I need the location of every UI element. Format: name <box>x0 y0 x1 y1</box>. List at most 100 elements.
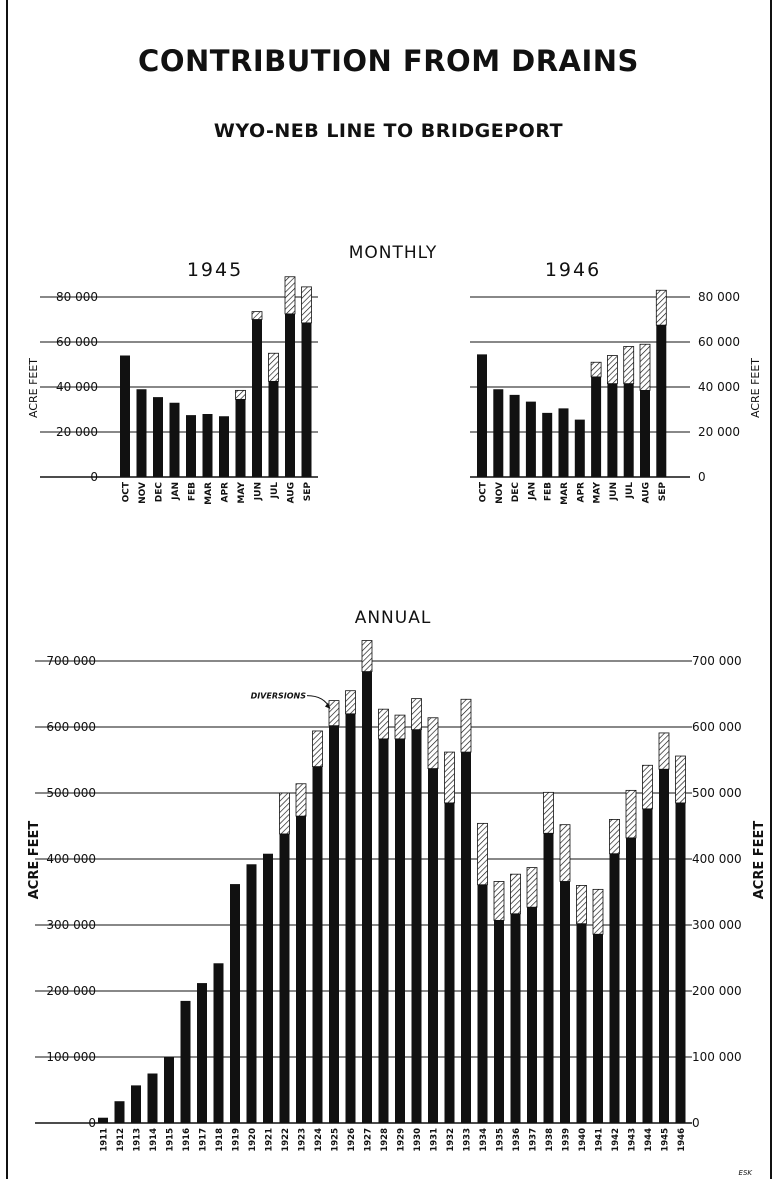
annual-x-tick-label-1930: 1930 <box>413 1128 423 1152</box>
annual-bar-1921 <box>263 854 273 1123</box>
monthly-1945-bar-dec <box>153 397 163 477</box>
annual-x-tick-label-1943: 1943 <box>628 1128 638 1152</box>
annual-bar-1925 <box>329 726 339 1123</box>
monthly-1946-bar-sep <box>656 325 666 477</box>
monthly-1946-x-tick-label-mar: MAR <box>560 482 570 505</box>
annual-y-tick-label-right: 700 000 <box>692 654 742 668</box>
annual-bar-1938 <box>544 833 554 1123</box>
monthly-1945-bar-oct <box>120 356 130 478</box>
monthly-1945-x-tick-label-jan: JAN <box>171 482 181 501</box>
annual-bar-1933 <box>461 752 471 1123</box>
annual-bar-1916 <box>181 1001 191 1123</box>
annual-x-tick-label-1924: 1924 <box>314 1128 324 1152</box>
annual-y-tick-label-left: 0 <box>88 1116 96 1130</box>
monthly-1946-bar-aug-diversions <box>640 344 650 390</box>
annual-bar-1934-diversions <box>478 823 488 884</box>
annual-bar-1934 <box>478 885 488 1123</box>
annual-bar-1922-diversions <box>280 793 290 834</box>
monthly-y-axis-label-left: ACRE FEET <box>27 358 40 418</box>
annual-bar-1914 <box>148 1074 158 1124</box>
annual-bar-1944-diversions <box>643 765 653 809</box>
annual-bar-1940-diversions <box>577 885 587 923</box>
monthly-1946-title: 1946 <box>545 259 601 281</box>
monthly-1946-x-tick-label-jun: JUN <box>609 482 619 501</box>
annual-y-tick-label-right: 500 000 <box>692 786 742 800</box>
annual-x-tick-label-1918: 1918 <box>215 1128 225 1152</box>
annual-bar-1933-diversions <box>461 699 471 752</box>
annual-bar-1936-diversions <box>511 874 521 914</box>
monthly-1946-bar-jun <box>607 384 617 477</box>
annual-x-tick-label-1916: 1916 <box>182 1128 192 1152</box>
monthly-1946-y-tick-label-right: 40 000 <box>698 380 740 394</box>
annual-bar-1925-diversions <box>329 701 339 726</box>
annual-x-tick-label-1932: 1932 <box>446 1128 456 1152</box>
monthly-1946-x-tick-label-nov: NOV <box>495 482 505 504</box>
annual-bar-1930 <box>412 730 422 1123</box>
annual-bar-1935 <box>494 920 504 1123</box>
annual-x-tick-label-1915: 1915 <box>166 1128 176 1152</box>
annual-bar-1931 <box>428 769 438 1123</box>
annual-bar-1937-diversions <box>527 868 537 908</box>
annual-bar-1927-diversions <box>362 641 372 672</box>
monthly-1946-x-tick-label-apr: APR <box>576 482 586 503</box>
monthly-1945-bar-sep <box>302 323 312 477</box>
annual-y-tick-label-left: 400 000 <box>46 852 96 866</box>
monthly-1945-y-tick-label-left: 60 000 <box>56 335 98 349</box>
monthly-1946-bar-may-diversions <box>591 362 601 377</box>
monthly-1945-y-tick-label-left: 80 000 <box>56 290 98 304</box>
monthly-1946-bar-jul-diversions <box>624 347 634 384</box>
annual-bar-1924 <box>313 767 323 1123</box>
annual-bar-1927 <box>362 672 372 1123</box>
monthly-1945-bar-aug <box>285 314 295 477</box>
monthly-1945-x-tick-label-apr: APR <box>221 482 231 503</box>
annual-bar-1923-diversions <box>296 784 306 816</box>
annual-bar-1926-diversions <box>346 691 356 714</box>
annual-x-tick-label-1921: 1921 <box>265 1128 275 1152</box>
annual-bar-1932-diversions <box>445 752 455 803</box>
annual-bar-1945-diversions <box>659 733 669 769</box>
monthly-1946-bar-feb <box>542 413 552 477</box>
monthly-1946-bar-dec <box>510 395 520 477</box>
annual-bar-1917 <box>197 983 207 1123</box>
annual-bar-1940 <box>577 924 587 1123</box>
annual-x-tick-label-1938: 1938 <box>545 1128 555 1152</box>
monthly-1945-bar-jun <box>252 320 262 478</box>
monthly-1945-title: 1945 <box>187 259 243 281</box>
monthly-1945-x-tick-label-dec: DEC <box>155 482 165 503</box>
monthly-y-axis-label-right: ACRE FEET <box>749 358 762 418</box>
monthly-1945-bar-sep-diversions <box>302 287 312 323</box>
monthly-1945-y-tick-label-left: 20 000 <box>56 425 98 439</box>
monthly-1945-x-tick-label-mar: MAR <box>204 482 214 505</box>
monthly-1946-bar-jun-diversions <box>607 356 617 384</box>
annual-x-tick-label-1912: 1912 <box>116 1128 126 1152</box>
monthly-1945-chart: 020 00040 00060 00080 000OCT NOV DEC JAN FEB… <box>40 277 318 505</box>
annual-bar-1922 <box>280 834 290 1123</box>
annual-y-tick-label-right: 300 000 <box>692 918 742 932</box>
annual-bar-1941 <box>593 934 603 1123</box>
monthly-1946-x-tick-label-jan: JAN <box>527 482 537 501</box>
annual-y-axis-label-right: ACRE FEET <box>752 821 767 900</box>
annual-bar-1929 <box>395 739 405 1123</box>
annual-y-tick-label-left: 600 000 <box>46 720 96 734</box>
annual-x-tick-label-1939: 1939 <box>562 1128 572 1152</box>
annual-bar-1929-diversions <box>395 715 405 739</box>
signature-mark: ESK <box>739 1169 754 1177</box>
annual-x-tick-label-1911: 1911 <box>100 1128 110 1152</box>
annual-x-tick-label-1913: 1913 <box>133 1128 143 1152</box>
annual-bar-1946-diversions <box>676 756 686 803</box>
annual-y-tick-label-left: 500 000 <box>46 786 96 800</box>
annual-bar-1942 <box>610 854 620 1123</box>
monthly-1945-x-tick-label-jun: JUN <box>254 482 264 501</box>
monthly-1946-bar-sep-diversions <box>656 290 666 325</box>
monthly-1945-bar-may-diversions <box>236 390 246 399</box>
annual-x-tick-label-1946: 1946 <box>677 1128 687 1152</box>
monthly-1945-bar-jun-diversions <box>252 312 262 320</box>
annual-y-axis-label-left: ACRE FEET <box>27 821 42 900</box>
monthly-1946-bar-aug <box>640 390 650 477</box>
monthly-1945-x-tick-label-may: MAY <box>237 482 247 504</box>
annual-bar-1936 <box>511 914 521 1123</box>
monthly-1945-x-tick-label-feb: FEB <box>188 482 198 501</box>
monthly-1945-bar-jul-diversions <box>269 353 279 381</box>
monthly-1946-x-tick-label-feb: FEB <box>544 482 554 501</box>
annual-x-tick-label-1945: 1945 <box>661 1128 671 1152</box>
